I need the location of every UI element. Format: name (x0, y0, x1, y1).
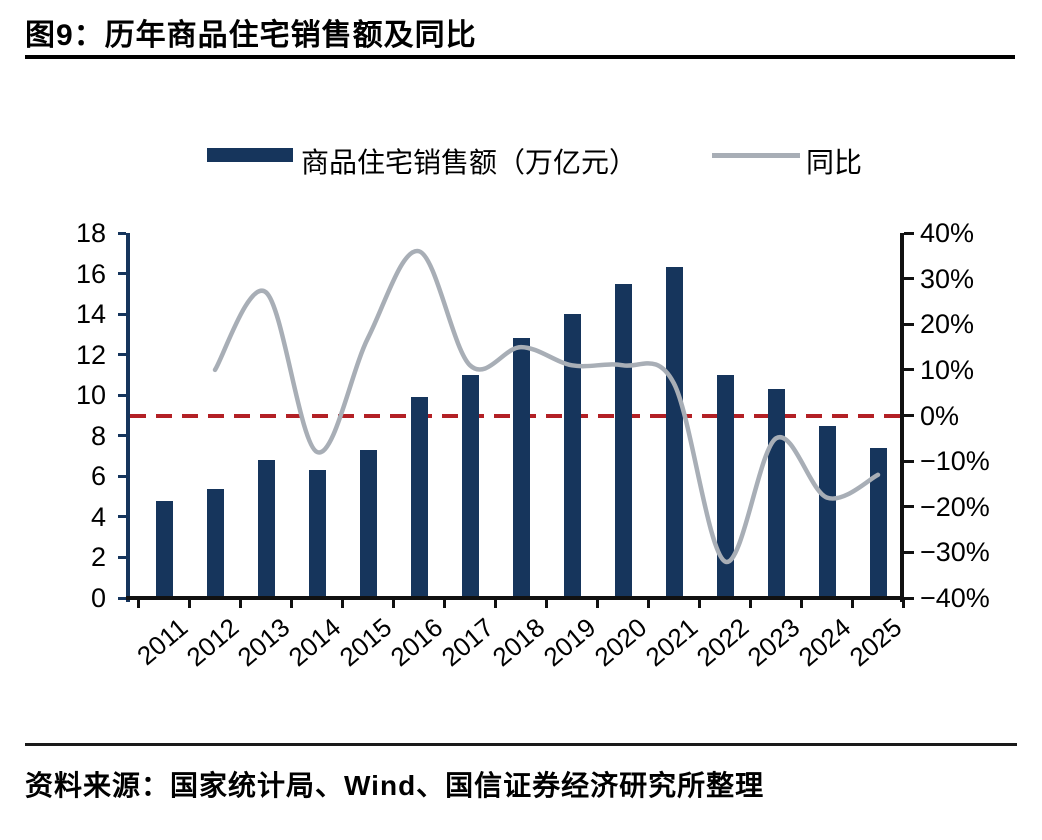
y-axis-right-tick (904, 368, 914, 372)
bar-2017 (461, 374, 479, 596)
y-axis-left-tick (118, 231, 126, 235)
bar-2020 (614, 283, 632, 596)
x-axis-tick (698, 600, 701, 608)
x-axis-tick (443, 600, 446, 608)
bar-2013 (257, 460, 275, 596)
y-axis-right-tick (904, 505, 914, 509)
chart-plot-area: 18 16 14 12 10 8 6 4 2 0 40% 30% 20% 10% 0% −10% −20% −30… (75, 218, 990, 672)
legend-bar-swatch (207, 148, 293, 162)
bar-2021 (665, 267, 683, 596)
y-axis-left-tick-label: 14 (75, 299, 106, 330)
y-axis-right-tick-label: −10% (920, 446, 990, 477)
bar-2025 (869, 447, 887, 596)
y-axis-right-tick (904, 459, 914, 463)
bar-2024 (818, 425, 836, 596)
y-axis-right-tick-label: −30% (920, 537, 990, 568)
bar-2015 (359, 449, 377, 596)
x-axis-tick (341, 600, 344, 608)
y-axis-left-tick-label: 18 (75, 218, 106, 248)
yoy-line-path (212, 248, 881, 564)
y-axis-left-tick-label: 16 (75, 258, 106, 289)
title-divider (25, 55, 1015, 59)
bar-2019 (563, 314, 581, 596)
y-axis-left-tick-label: 2 (90, 542, 106, 573)
y-axis-left-tick (118, 272, 126, 276)
x-axis-tick (137, 600, 140, 608)
bar-2022 (716, 374, 734, 596)
y-axis-left-tick (118, 515, 126, 519)
y-axis-left-tick (118, 596, 126, 600)
y-axis-right-tick (904, 277, 914, 281)
y-axis-left-tick-label: 8 (90, 420, 106, 451)
x-axis-tick (239, 600, 242, 608)
x-axis-tick (290, 600, 293, 608)
y-axis-right (900, 233, 904, 602)
y-axis-right-tick-label: 10% (920, 354, 975, 385)
bar-2018 (512, 338, 530, 596)
y-axis-left-tick-label: 4 (90, 501, 106, 532)
y-axis-right-tick-label: −20% (920, 491, 990, 522)
x-axis-tick (800, 600, 803, 608)
legend-bar-label: 商品住宅销售额（万亿元） (301, 147, 638, 178)
y-axis-left-tick-label: 0 (90, 583, 106, 613)
x-axis-tick (647, 600, 650, 608)
source-divider (25, 743, 1017, 746)
y-axis-left-tick (118, 312, 126, 316)
y-axis-left-tick (118, 555, 126, 559)
figure-title: 图9：历年商品住宅销售额及同比 (25, 19, 477, 52)
x-axis (126, 596, 904, 600)
y-axis-left-tick-label: 10 (75, 380, 106, 411)
bar-2016 (410, 397, 428, 596)
y-axis-right-tick (904, 231, 914, 235)
x-axis-tick (851, 600, 854, 608)
y-axis-right-tick-label: 0% (920, 400, 960, 431)
bar-2014 (308, 470, 326, 596)
x-axis-tick (494, 600, 497, 608)
y-axis-left-tick (118, 393, 126, 397)
x-axis-tick (188, 600, 191, 608)
y-axis-left-tick (118, 474, 126, 478)
y-axis-left (126, 233, 130, 602)
x-axis-tick (596, 600, 599, 608)
y-axis-right-tick-label: 30% (920, 263, 975, 294)
y-axis-right-tick-label: 20% (920, 309, 975, 340)
legend-line-label: 同比 (806, 147, 863, 178)
bar-2011 (155, 500, 173, 596)
legend-line-swatch (712, 153, 800, 158)
y-axis-right-tick-label: 40% (920, 218, 975, 248)
y-axis-right-tick (904, 414, 914, 417)
bar-2012 (206, 488, 224, 596)
x-axis-tick (392, 600, 395, 608)
yoy-line-series (212, 248, 881, 564)
y-axis-left-tick (118, 434, 126, 438)
y-axis-right-tick (904, 550, 914, 554)
y-axis-right-tick (904, 322, 914, 326)
x-axis-tick (902, 600, 905, 608)
source-text: 资料来源：国家统计局、Wind、国信证券经济研究所整理 (25, 770, 765, 801)
y-axis-left-tick-label: 12 (75, 339, 106, 370)
x-axis-tick (545, 600, 548, 608)
y-axis-left-tick (118, 353, 126, 357)
y-axis-left-tick-label: 6 (90, 461, 106, 492)
x-axis-tick (749, 600, 752, 608)
y-axis-right-tick-label: −40% (920, 583, 990, 613)
y-axis-right-tick (904, 596, 914, 600)
